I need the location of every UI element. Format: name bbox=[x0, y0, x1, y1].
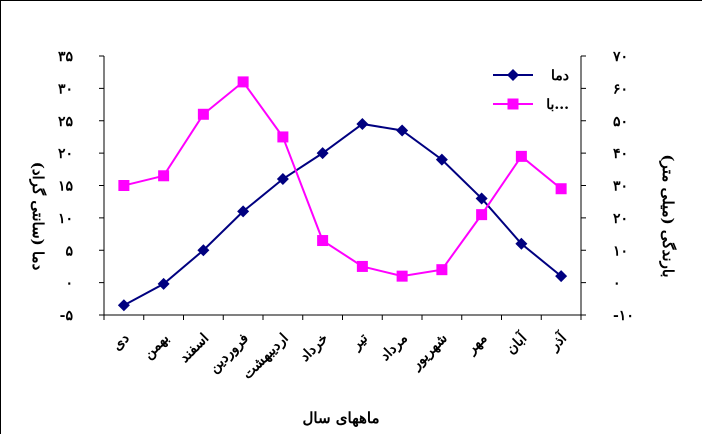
legend: دما با... bbox=[493, 68, 569, 113]
precipitation-point bbox=[158, 170, 170, 182]
x-category-label: آذر bbox=[545, 328, 571, 354]
x-category-label: شهریور bbox=[408, 331, 451, 374]
precipitation-point bbox=[476, 209, 488, 221]
precipitation-point bbox=[436, 264, 448, 276]
y-right-tick-label: -۱۰ bbox=[613, 308, 634, 324]
temperature-point bbox=[555, 270, 568, 283]
series-group bbox=[117, 76, 568, 312]
y-axis-right-title: بارندگی (میلی متر) bbox=[659, 154, 677, 277]
y-right-tick-label: ۳۰ bbox=[613, 179, 628, 195]
precipitation-point bbox=[237, 76, 249, 88]
precipitation-point bbox=[555, 183, 567, 195]
y-left-tick-label: ۳۰ bbox=[58, 81, 73, 97]
temperature-point bbox=[237, 205, 250, 218]
series-line-2 bbox=[123, 80, 562, 278]
temperature-point bbox=[435, 153, 448, 166]
y-left-tick-label: ۱۰ bbox=[58, 211, 73, 227]
x-category-label: دی bbox=[109, 331, 132, 354]
y-right-tick-label: ۲۰ bbox=[613, 211, 628, 227]
precipitation-point bbox=[356, 260, 368, 272]
legend-marker-precipitation bbox=[507, 98, 519, 110]
x-category-label: مرداد bbox=[377, 331, 411, 365]
legend-label-1: دما bbox=[551, 68, 569, 84]
x-category-label: مهر bbox=[463, 331, 490, 358]
x-category-label: بهمن bbox=[141, 331, 173, 363]
precipitation-point bbox=[118, 180, 130, 191]
x-category-label: آبان bbox=[502, 328, 531, 357]
y-right-tick-label: ۰ bbox=[613, 276, 621, 292]
precipitation-point bbox=[317, 235, 329, 247]
x-category-label: تیر bbox=[348, 330, 371, 353]
precipitation-point bbox=[515, 150, 527, 162]
temperature-point bbox=[117, 299, 130, 312]
precipitation-point bbox=[277, 131, 289, 143]
legend-label-2: با... bbox=[546, 97, 569, 113]
temperature-point bbox=[157, 277, 170, 290]
y-right-tick-label: ۵۰ bbox=[613, 114, 628, 130]
temperature-point bbox=[396, 124, 409, 137]
precipitation-point bbox=[396, 270, 408, 282]
temperature-point bbox=[197, 244, 210, 257]
y-right-tick-label: ۴۰ bbox=[613, 146, 628, 162]
temperature-point bbox=[356, 117, 369, 130]
y-axis-left-title: دما (سانتی گراد) bbox=[29, 162, 47, 271]
x-axis-title: ماههای سال bbox=[303, 409, 380, 427]
y-left-tick-label: -۵ bbox=[60, 308, 74, 324]
y-left-tick-label: ۲۵ bbox=[58, 114, 74, 130]
y-left-tick-label: ۲۰ bbox=[58, 146, 73, 162]
legend-marker-temperature bbox=[507, 69, 519, 81]
x-category-label: اسفند bbox=[177, 331, 213, 367]
y-left-tick-label: ۱۵ bbox=[58, 179, 74, 195]
temperature-point bbox=[515, 237, 528, 250]
y-left-tick-label: ۵ bbox=[65, 243, 73, 259]
y-left-tick-label: ۳۵ bbox=[58, 49, 74, 65]
temperature-point bbox=[475, 192, 488, 205]
x-category-label: خرداد bbox=[297, 331, 331, 365]
y-left-tick-label: ۰ bbox=[65, 276, 73, 292]
y-right-tick-label: ۶۰ bbox=[613, 81, 628, 97]
y-right-tick-label: ۱۰ bbox=[613, 243, 628, 259]
y-right-tick-label: ۷۰ bbox=[612, 49, 628, 65]
temperature-point bbox=[276, 173, 289, 186]
series-line-1 bbox=[123, 122, 562, 307]
axes-group bbox=[103, 56, 582, 316]
precipitation-point bbox=[197, 108, 209, 120]
temperature-point bbox=[316, 147, 329, 160]
